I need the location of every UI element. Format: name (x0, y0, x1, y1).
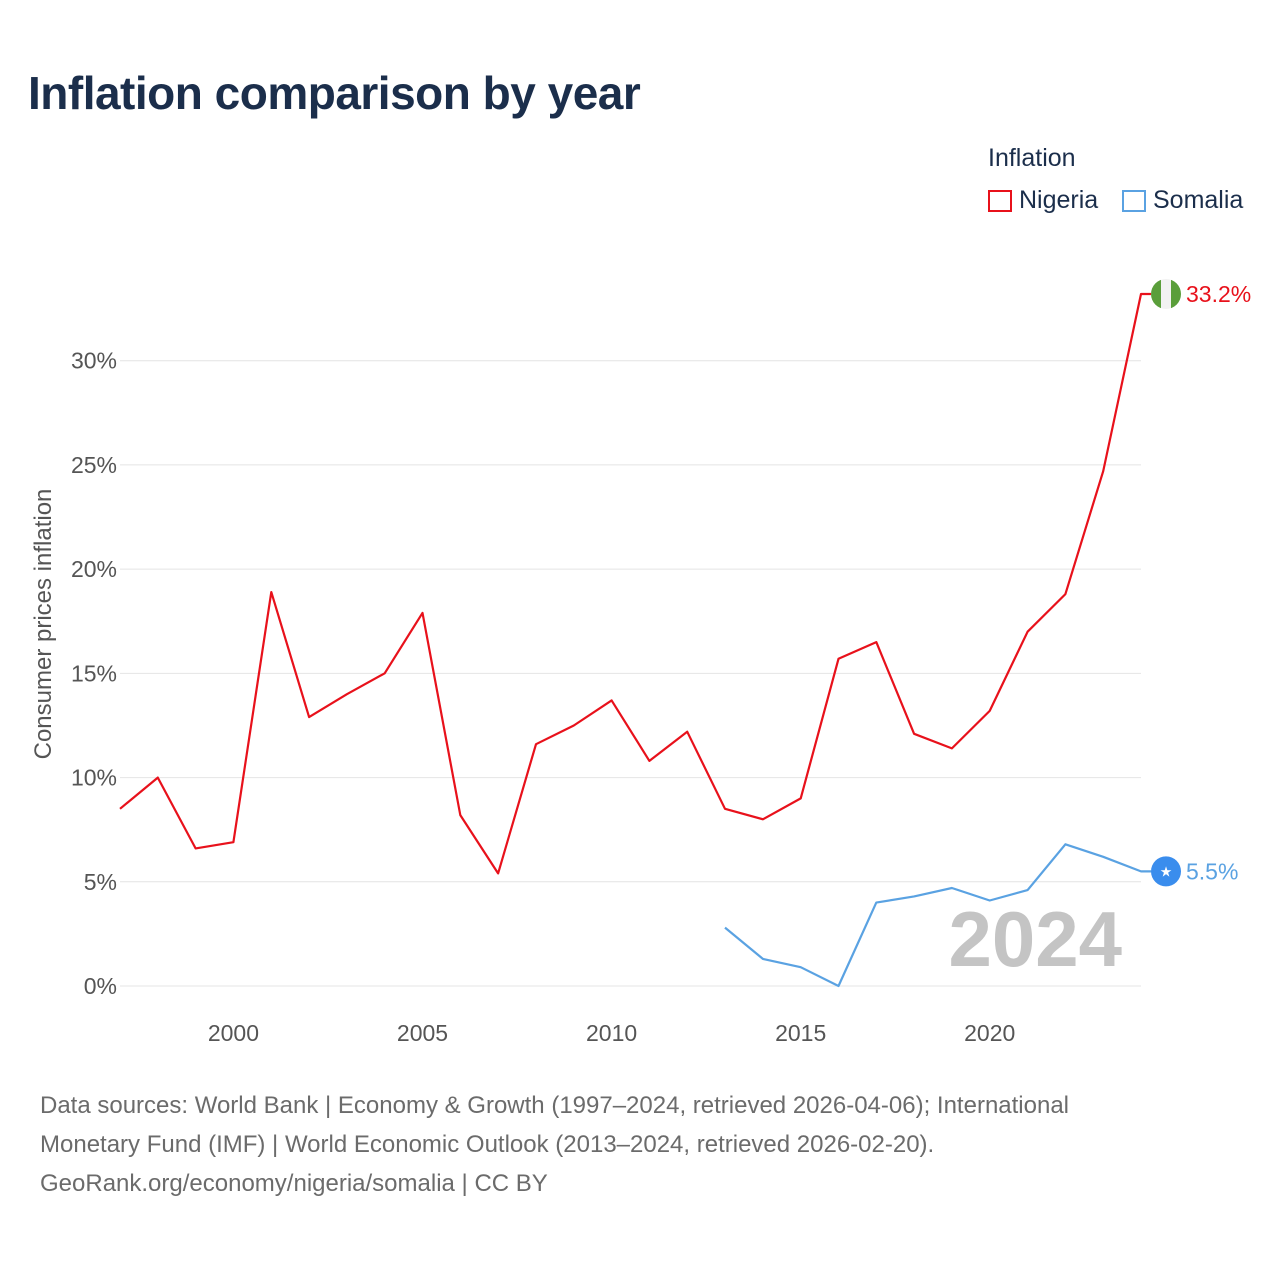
data-point-nigeria (836, 657, 840, 661)
data-point-nigeria (874, 640, 878, 644)
x-tick-label: 2010 (586, 1020, 637, 1046)
data-point-somalia (912, 894, 916, 898)
data-point-nigeria (269, 590, 273, 594)
data-point-nigeria (1063, 592, 1067, 596)
y-tick-label: 20% (71, 556, 117, 582)
end-value-label-nigeria: 33.2% (1186, 281, 1251, 307)
data-point-nigeria (194, 846, 198, 850)
data-point-nigeria (496, 871, 500, 875)
somalia-flag-icon: ★ (1151, 856, 1181, 887)
end-value-label-somalia: 5.5% (1186, 858, 1238, 884)
data-point-nigeria (307, 715, 311, 719)
data-point-nigeria (799, 796, 803, 800)
grid-layer (120, 360, 1141, 987)
data-point-nigeria (685, 730, 689, 734)
data-point-somalia (874, 901, 878, 905)
end-markers: 33.2% ★ 5.5% (1151, 279, 1251, 887)
data-point-somalia (761, 957, 765, 961)
page-title: Inflation comparison by year (28, 67, 641, 119)
series-line-nigeria (119, 292, 1151, 875)
data-point-somalia (1063, 842, 1067, 846)
legend-label-nigeria: Nigeria (1019, 186, 1099, 214)
data-point-somalia (988, 899, 992, 903)
nigeria-flag-icon (1151, 279, 1181, 309)
data-point-somalia (799, 965, 803, 969)
legend-swatch-nigeria (988, 189, 1012, 212)
data-point-somalia (723, 926, 727, 930)
footer-line-3: GeoRank.org/economy/nigeria/somalia | CC… (40, 1170, 548, 1197)
data-point-nigeria (610, 698, 614, 702)
y-tick-label: 5% (84, 869, 117, 895)
data-point-somalia (1026, 888, 1030, 892)
series-line-somalia (724, 843, 1151, 988)
y-tick-labels: 0% 5% 10% 15% 20% 25% 30% (71, 348, 117, 999)
y-tick-label: 15% (71, 660, 117, 686)
x-tick-label: 2005 (397, 1020, 448, 1046)
data-point-nigeria (118, 807, 122, 811)
data-point-nigeria (723, 807, 727, 811)
data-point-nigeria (458, 813, 462, 817)
footer-sources: Data sources: World Bank | Economy & Gro… (40, 1086, 1240, 1203)
legend-label-somalia: Somalia (1153, 186, 1244, 214)
data-point-somalia (1101, 855, 1105, 859)
legend-item-somalia[interactable]: Somalia (1122, 186, 1243, 215)
data-point-nigeria (572, 723, 576, 727)
legend-item-nigeria[interactable]: Nigeria (988, 186, 1098, 215)
y-tick-label: 25% (71, 452, 117, 478)
data-point-nigeria (421, 611, 425, 615)
legend-title: Inflation (988, 144, 1076, 172)
svg-text:★: ★ (1160, 864, 1173, 880)
data-point-nigeria (1139, 292, 1143, 296)
data-point-nigeria (761, 817, 765, 821)
data-point-nigeria (156, 776, 160, 780)
footer-line-1: Data sources: World Bank | Economy & Gro… (40, 1092, 1070, 1119)
data-point-nigeria (383, 671, 387, 675)
x-tick-label: 2020 (964, 1020, 1015, 1046)
y-axis-label: Consumer prices inflation (30, 489, 57, 760)
x-tick-label: 2015 (775, 1020, 826, 1046)
data-point-nigeria (988, 709, 992, 713)
data-point-somalia (836, 984, 840, 988)
data-point-nigeria (950, 746, 954, 750)
data-point-nigeria (647, 759, 651, 763)
footer-line-2: Monetary Fund (IMF) | World Economic Out… (40, 1131, 935, 1158)
year-watermark: 2024 (948, 895, 1122, 983)
series-layer (118, 292, 1151, 988)
data-point-nigeria (231, 840, 235, 844)
y-tick-label: 10% (71, 765, 117, 791)
data-point-somalia (950, 886, 954, 890)
y-tick-label: 0% (84, 973, 117, 999)
data-point-nigeria (1101, 469, 1105, 473)
y-tick-label: 30% (71, 348, 117, 374)
data-point-nigeria (345, 692, 349, 696)
data-point-nigeria (1026, 630, 1030, 634)
x-tick-label: 2000 (208, 1020, 259, 1046)
inflation-line-chart: 0% 5% 10% 15% 20% 25% 30% 2000 2005 2010 2015 2020… (30, 279, 1251, 1046)
data-point-somalia (1139, 869, 1143, 873)
data-point-nigeria (534, 742, 538, 746)
x-tick-labels: 2000 2005 2010 2015 2020 (208, 1020, 1015, 1046)
legend-swatch-somalia (1122, 189, 1146, 212)
data-point-nigeria (912, 732, 916, 736)
